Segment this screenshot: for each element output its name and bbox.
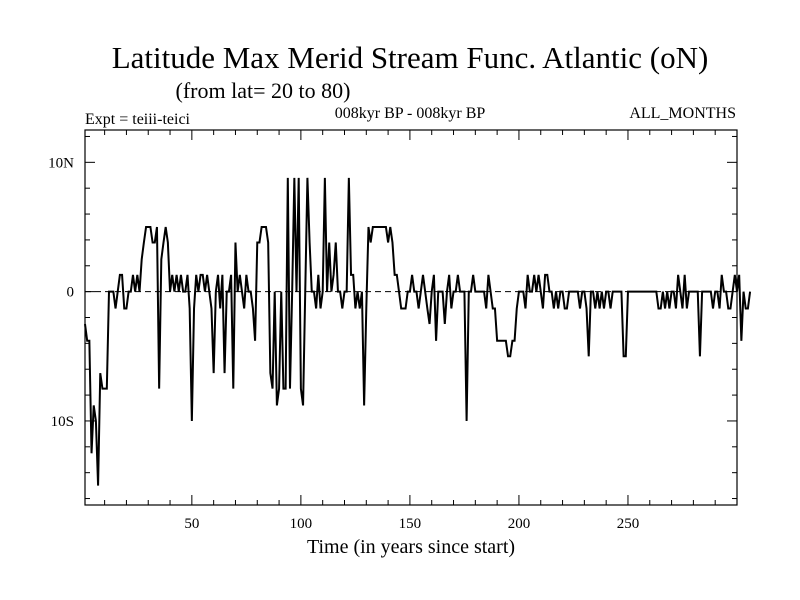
expt-label: Expt = teiii-teici [85, 111, 191, 128]
plot-frame [84, 129, 738, 506]
x-tick-label: 100 [290, 516, 313, 532]
chart-title: Latitude Max Merid Stream Func. Atlantic… [112, 40, 709, 75]
x-tick-label: 250 [617, 516, 640, 532]
y-tick-label: 10N [48, 155, 74, 171]
x-tick-label: 200 [508, 516, 531, 532]
x-tick-label: 150 [399, 516, 422, 532]
y-tick-label: 10S [51, 414, 74, 430]
period-label: 008kyr BP - 008kyr BP [335, 105, 486, 122]
months-label: ALL_MONTHS [629, 105, 736, 122]
chart-subtitle: (from lat= 20 to 80) [176, 78, 351, 103]
x-axis-label: Time (in years since start) [307, 536, 515, 558]
y-tick-label: 0 [67, 285, 75, 301]
series-line [84, 177, 752, 486]
x-tick-label: 50 [184, 516, 199, 532]
